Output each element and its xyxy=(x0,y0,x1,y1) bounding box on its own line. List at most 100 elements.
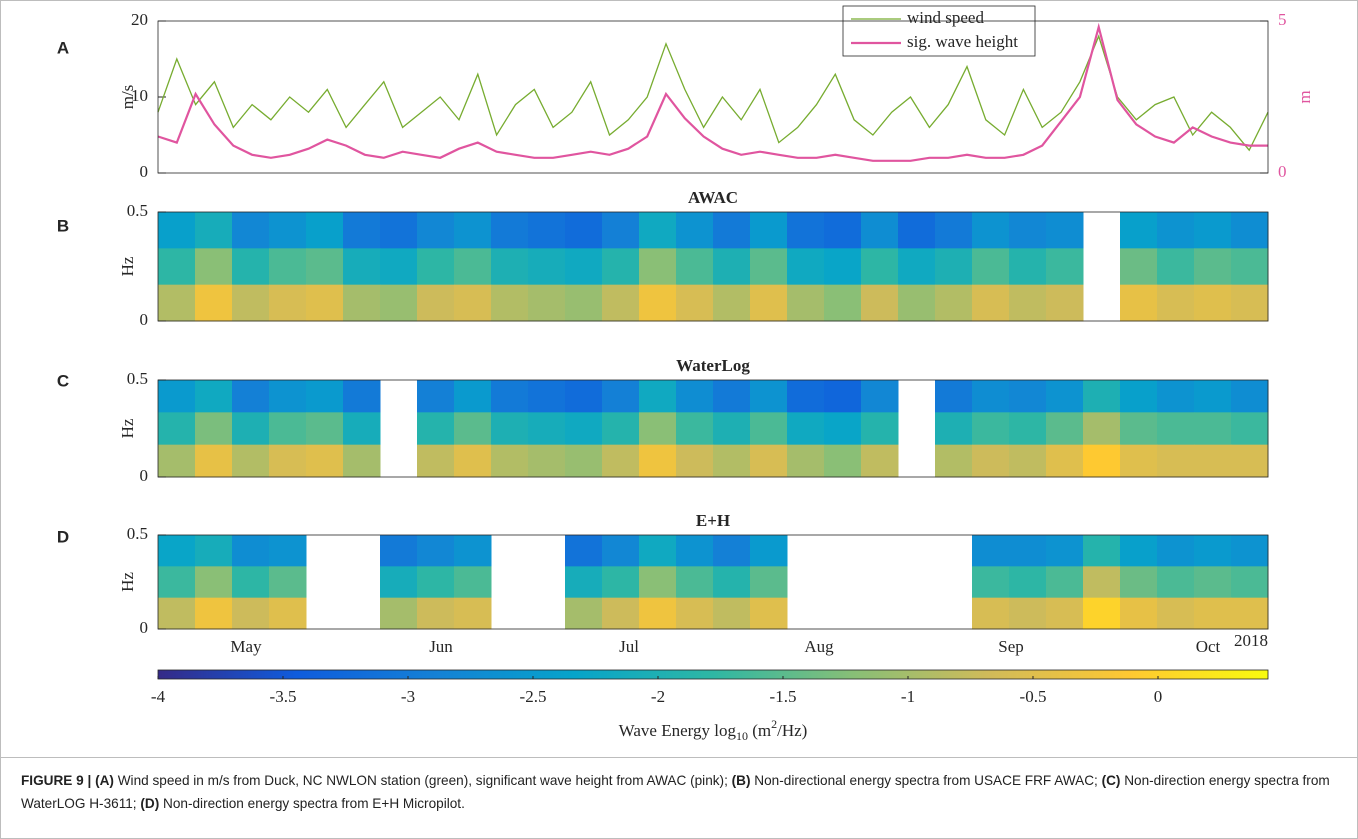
heatmap-cell xyxy=(898,284,936,322)
heatmap-cell xyxy=(158,597,196,630)
heatmap-cell xyxy=(861,284,899,322)
heatmap-cell xyxy=(306,248,344,286)
heatmap-cell xyxy=(491,380,529,413)
heatmap-cell xyxy=(602,597,640,630)
heatmap-cell xyxy=(269,444,307,478)
heatmap-cell xyxy=(787,248,825,286)
heatmap-cell xyxy=(713,248,751,286)
series-line xyxy=(157,34,1269,152)
colorbar-tick-label: -0.5 xyxy=(1020,687,1047,706)
heatmap-cell xyxy=(1194,535,1232,567)
heatmap-cell xyxy=(1009,566,1047,599)
heatmap-cell xyxy=(1120,248,1158,286)
heatmap-cell xyxy=(1120,380,1158,413)
heatmap-cell xyxy=(602,212,640,249)
heatmap-cell xyxy=(454,412,492,446)
heatmap-cell xyxy=(158,380,196,413)
heatmap-cell xyxy=(639,284,677,322)
heatmap-cell xyxy=(269,284,307,322)
heatmap-cell xyxy=(1120,284,1158,322)
plot-frame xyxy=(157,379,1269,478)
heatmap-cell xyxy=(565,535,603,567)
panel-letter: A xyxy=(57,38,69,57)
heatmap-cell xyxy=(454,597,492,630)
heatmap-cell xyxy=(528,212,566,249)
heatmap-cell xyxy=(1009,535,1047,567)
heatmap-cell xyxy=(417,248,455,286)
heatmap-cell xyxy=(787,284,825,322)
legend-label: sig. wave height xyxy=(907,32,1018,51)
heatmap-cell xyxy=(1194,284,1232,322)
heatmap-cell xyxy=(787,412,825,446)
heatmap-cell xyxy=(824,380,862,413)
heatmap-cell xyxy=(676,248,714,286)
heatmap-cell xyxy=(1231,284,1269,322)
heatmap-cell xyxy=(861,248,899,286)
heatmap-cell xyxy=(158,284,196,322)
heatmap-cell xyxy=(1194,597,1232,630)
heatmap-cell xyxy=(1120,212,1158,249)
series-line xyxy=(157,22,1268,162)
heatmap-cell xyxy=(898,248,936,286)
heatmap-cell xyxy=(972,380,1010,413)
heatmap-cell xyxy=(935,212,973,249)
heatmap-cell xyxy=(232,284,270,322)
plot-frame xyxy=(157,534,1269,630)
heatmap-cell xyxy=(158,412,196,446)
heatmap-cell xyxy=(935,284,973,322)
heatmap-cell xyxy=(1231,535,1269,567)
heatmap-cell xyxy=(676,535,714,567)
heatmap-cell xyxy=(1194,412,1232,446)
heatmap-cell xyxy=(1083,380,1121,413)
heatmap-cell xyxy=(1046,535,1084,567)
caption-part: FIGURE 9 | xyxy=(21,773,96,788)
heatmap-cell xyxy=(195,566,233,599)
heatmap-cell xyxy=(528,284,566,322)
heatmap-cell xyxy=(528,444,566,478)
heatmap-cell xyxy=(269,380,307,413)
heatmap-cell xyxy=(158,444,196,478)
heatmap-cell xyxy=(528,412,566,446)
heatmap-cell xyxy=(750,380,788,413)
heatmap-cell xyxy=(232,380,270,413)
caption-part: Non-direction energy spectra from WaterL… xyxy=(21,773,1330,811)
heatmap-cell xyxy=(1120,535,1158,567)
caption: FIGURE 9 | (A) Wind speed in m/s from Du… xyxy=(21,769,1341,815)
heatmap-cell xyxy=(935,444,973,478)
heatmap-cell xyxy=(232,535,270,567)
heatmap-cell xyxy=(676,380,714,413)
heatmap-cell xyxy=(417,597,455,630)
caption-part: (A) xyxy=(95,773,114,788)
heatmap-cell xyxy=(1009,212,1047,249)
plot-frame xyxy=(157,211,1269,322)
y-label: Hz xyxy=(118,572,137,592)
heatmap-cell xyxy=(565,380,603,413)
heatmap-cell xyxy=(269,597,307,630)
x-tick-label: Sep xyxy=(998,637,1024,656)
heatmap-cell xyxy=(639,412,677,446)
x-tick-label: Jul xyxy=(619,637,639,656)
heatmap-cell xyxy=(1009,248,1047,286)
heatmap-cell xyxy=(1046,284,1084,322)
heatmap-cell xyxy=(1157,248,1195,286)
heatmap-cell xyxy=(1083,535,1121,567)
heatmap-cell xyxy=(343,284,381,322)
heatmap-cell xyxy=(639,535,677,567)
heatmap-cell xyxy=(602,412,640,446)
heatmap-cell xyxy=(1009,597,1047,630)
heatmap-cell xyxy=(1083,412,1121,446)
heatmap-cell xyxy=(602,284,640,322)
heatmap-cell xyxy=(195,212,233,249)
heatmap-cell xyxy=(602,566,640,599)
heatmap-cell xyxy=(713,284,751,322)
heatmap-cell xyxy=(380,566,418,599)
heatmap-cell xyxy=(972,566,1010,599)
heatmap-cell xyxy=(1046,248,1084,286)
heatmap-cell xyxy=(972,597,1010,630)
heatmap-cell xyxy=(454,380,492,413)
heatmap-cell xyxy=(676,212,714,249)
heatmap-cell xyxy=(417,380,455,413)
heatmap-cell xyxy=(380,535,418,567)
heatmap-cell xyxy=(343,380,381,413)
heatmap-cell xyxy=(491,248,529,286)
